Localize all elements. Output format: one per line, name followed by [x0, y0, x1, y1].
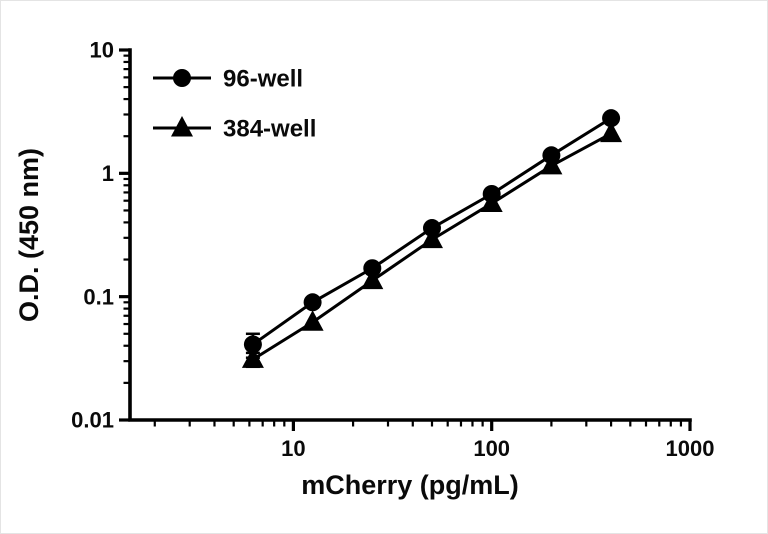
data-marker-triangle [420, 227, 443, 249]
y-axis-title: O.D. (450 nm) [14, 148, 44, 322]
legend-marker-circle [173, 69, 191, 87]
data-marker-circle [303, 293, 322, 312]
data-marker-triangle [480, 191, 503, 212]
x-tick-label: 10 [281, 436, 305, 461]
data-marker-triangle [301, 310, 324, 331]
data-marker-circle [602, 109, 621, 128]
data-marker-triangle [600, 121, 623, 143]
axes-lines [128, 48, 692, 422]
data-marker-circle [243, 335, 262, 354]
x-axis-title: mCherry (pg/mL) [301, 470, 519, 500]
x-tick-label: 1000 [666, 436, 715, 461]
y-tick-label: 1 [102, 161, 114, 186]
legend-label: 384-well [223, 115, 316, 142]
data-marker-circle [363, 259, 382, 278]
y-tick-label: 0.1 [83, 284, 114, 309]
data-marker-triangle [540, 153, 563, 175]
data-marker-triangle [361, 268, 384, 290]
y-tick-label: 10 [90, 38, 114, 63]
x-tick-label: 100 [473, 436, 510, 461]
y-tick-label: 0.01 [71, 408, 114, 433]
data-marker-triangle [241, 347, 264, 368]
legend-label: 96-well [223, 65, 303, 92]
legend-marker-triangle [171, 116, 193, 137]
